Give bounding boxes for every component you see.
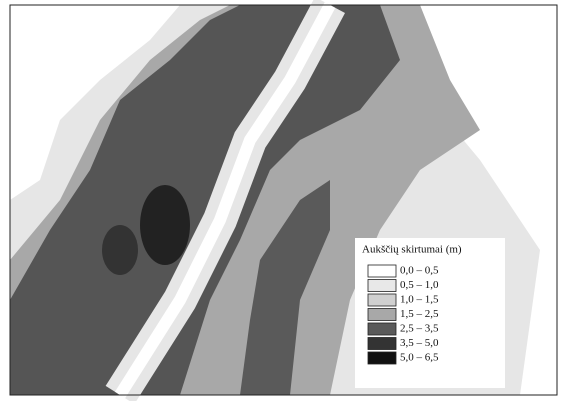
legend-swatch [368, 294, 396, 306]
legend-label: 1,5 – 2,5 [400, 308, 439, 320]
legend-label: 3,5 – 5,0 [400, 337, 439, 349]
peak-area [102, 225, 138, 275]
legend-label: 0,0 – 0,5 [400, 265, 439, 277]
legend-swatch [368, 265, 396, 277]
legend-label: 0,5 – 1,0 [400, 279, 439, 291]
map-raster [10, 5, 557, 395]
legend-swatch [368, 352, 396, 364]
legend-swatch [368, 280, 396, 292]
legend-label: 5,0 – 6,5 [400, 352, 439, 364]
legend-swatch [368, 338, 396, 350]
legend-label: 1,0 – 1,5 [400, 294, 439, 306]
legend-label: 2,5 – 3,5 [400, 323, 439, 335]
legend-title: Aukščių skirtumai (m) [362, 244, 462, 256]
legend-swatch [368, 309, 396, 321]
legend-swatch [368, 323, 396, 335]
peak-area [140, 185, 190, 265]
map: Aukščių skirtumai (m) 0,0 – 0,5 0,5 – 1,0… [0, 0, 567, 401]
